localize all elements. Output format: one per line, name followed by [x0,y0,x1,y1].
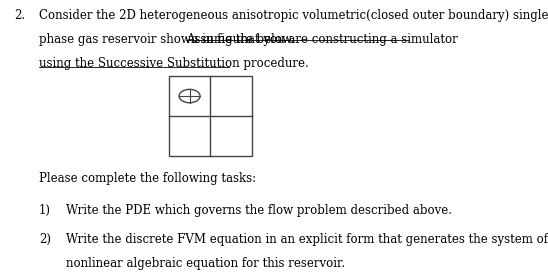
Text: Write the discrete FVM equation in an explicit form that generates the system of: Write the discrete FVM equation in an ex… [66,233,548,246]
Text: 2.: 2. [14,9,25,22]
Text: 2): 2) [39,233,51,246]
Text: phase gas reservoir shown in figure below.: phase gas reservoir shown in figure belo… [39,33,294,46]
Text: 1): 1) [39,204,51,217]
Text: Write the PDE which governs the flow problem described above.: Write the PDE which governs the flow pro… [66,204,452,217]
Text: Consider the 2D heterogeneous anisotropic volumetric(closed outer boundary) sing: Consider the 2D heterogeneous anisotropi… [39,9,548,22]
Text: nonlinear algebraic equation for this reservoir.: nonlinear algebraic equation for this re… [66,257,345,270]
Text: using the Successive Substitution procedure.: using the Successive Substitution proced… [39,57,309,70]
Text: Assume that you are constructing a simulator: Assume that you are constructing a simul… [186,33,458,46]
Text: Please complete the following tasks:: Please complete the following tasks: [39,172,256,185]
